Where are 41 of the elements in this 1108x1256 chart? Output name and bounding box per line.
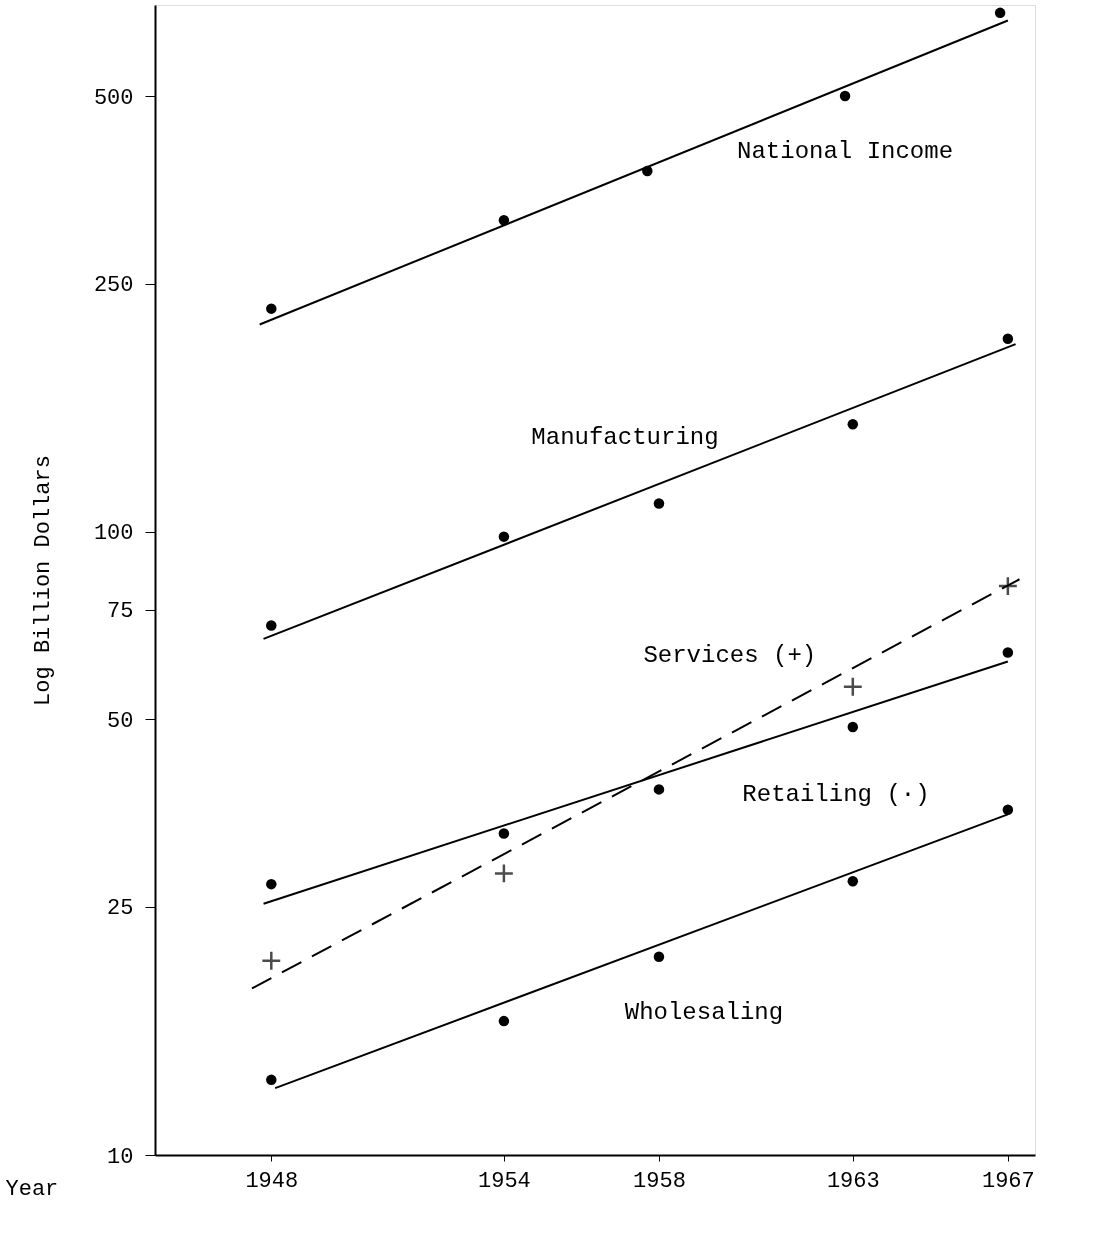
point	[839, 90, 851, 102]
y-tick-label: 250	[93, 273, 134, 299]
y-tick-label: 500	[93, 85, 134, 111]
point	[261, 950, 282, 971]
point	[493, 863, 515, 884]
x-tick-label: 1958	[633, 1168, 686, 1194]
point	[266, 878, 277, 890]
y-tick-label: 50	[107, 708, 134, 734]
point	[653, 498, 665, 509]
x-axis-title: Year	[5, 1176, 59, 1202]
point	[994, 7, 1006, 19]
point	[997, 575, 1019, 597]
point	[1002, 647, 1014, 658]
text: Manufacturing	[531, 424, 719, 452]
point	[653, 784, 665, 795]
point	[266, 620, 277, 631]
point	[498, 531, 510, 542]
point	[498, 828, 510, 839]
point	[1002, 804, 1014, 816]
x-tick-label: 1954	[477, 1168, 531, 1194]
point	[266, 1074, 277, 1086]
point	[266, 303, 277, 314]
y-axis-title: Log Billion Dollars	[30, 455, 56, 706]
text: National Income	[737, 138, 954, 166]
y-tick-label: 100	[93, 521, 134, 547]
y-tick-label: 25	[107, 896, 134, 922]
point	[498, 1015, 510, 1027]
text: Retailing (·)	[742, 781, 930, 809]
text: Wholesaling	[624, 998, 784, 1026]
x-tick-label: 1963	[826, 1168, 880, 1194]
series-label: Services (+)	[643, 641, 817, 669]
y-tick-label: 75	[107, 599, 134, 625]
point	[1002, 333, 1014, 344]
point	[847, 875, 859, 887]
point	[847, 721, 859, 733]
y-tick-label: 10	[107, 1144, 134, 1170]
x-tick-label: 1948	[245, 1168, 299, 1194]
point	[842, 676, 863, 697]
point	[847, 419, 859, 430]
point	[653, 951, 665, 962]
x-tick-label: 1967	[981, 1168, 1035, 1194]
